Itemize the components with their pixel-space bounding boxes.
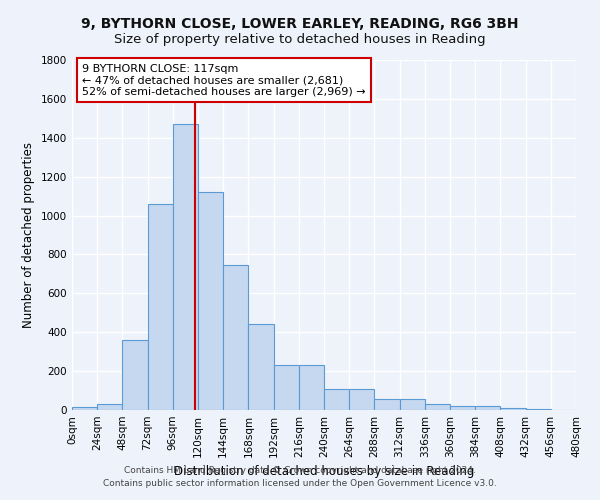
Bar (173, 124, 198, 410)
Bar (425, 404, 450, 410)
Bar (248, 324, 274, 410)
Bar (122, 340, 148, 410)
Bar (500, 408, 526, 410)
X-axis label: Distribution of detached houses by size in Reading: Distribution of detached houses by size … (174, 466, 474, 478)
Text: 9 BYTHORN CLOSE: 117sqm
← 47% of detached houses are smaller (2,681)
52% of semi: 9 BYTHORN CLOSE: 117sqm ← 47% of detache… (82, 64, 366, 96)
Text: Size of property relative to detached houses in Reading: Size of property relative to detached ho… (114, 32, 486, 46)
Bar (349, 388, 374, 410)
Bar (450, 406, 475, 410)
Bar (400, 400, 425, 410)
Text: 9, BYTHORN CLOSE, LOWER EARLEY, READING, RG6 3BH: 9, BYTHORN CLOSE, LOWER EARLEY, READING,… (81, 18, 519, 32)
Bar (475, 406, 500, 410)
Bar (526, 409, 551, 410)
Bar (274, 366, 299, 410)
Bar (148, 204, 173, 410)
Bar (324, 388, 349, 410)
Bar (299, 366, 324, 410)
Text: Contains HM Land Registry data © Crown copyright and database right 2024.
Contai: Contains HM Land Registry data © Crown c… (103, 466, 497, 487)
Bar (374, 400, 400, 410)
Bar (72, 407, 97, 410)
Y-axis label: Number of detached properties: Number of detached properties (22, 142, 35, 328)
Bar (198, 192, 223, 410)
Bar (97, 404, 122, 410)
Bar (223, 265, 248, 410)
